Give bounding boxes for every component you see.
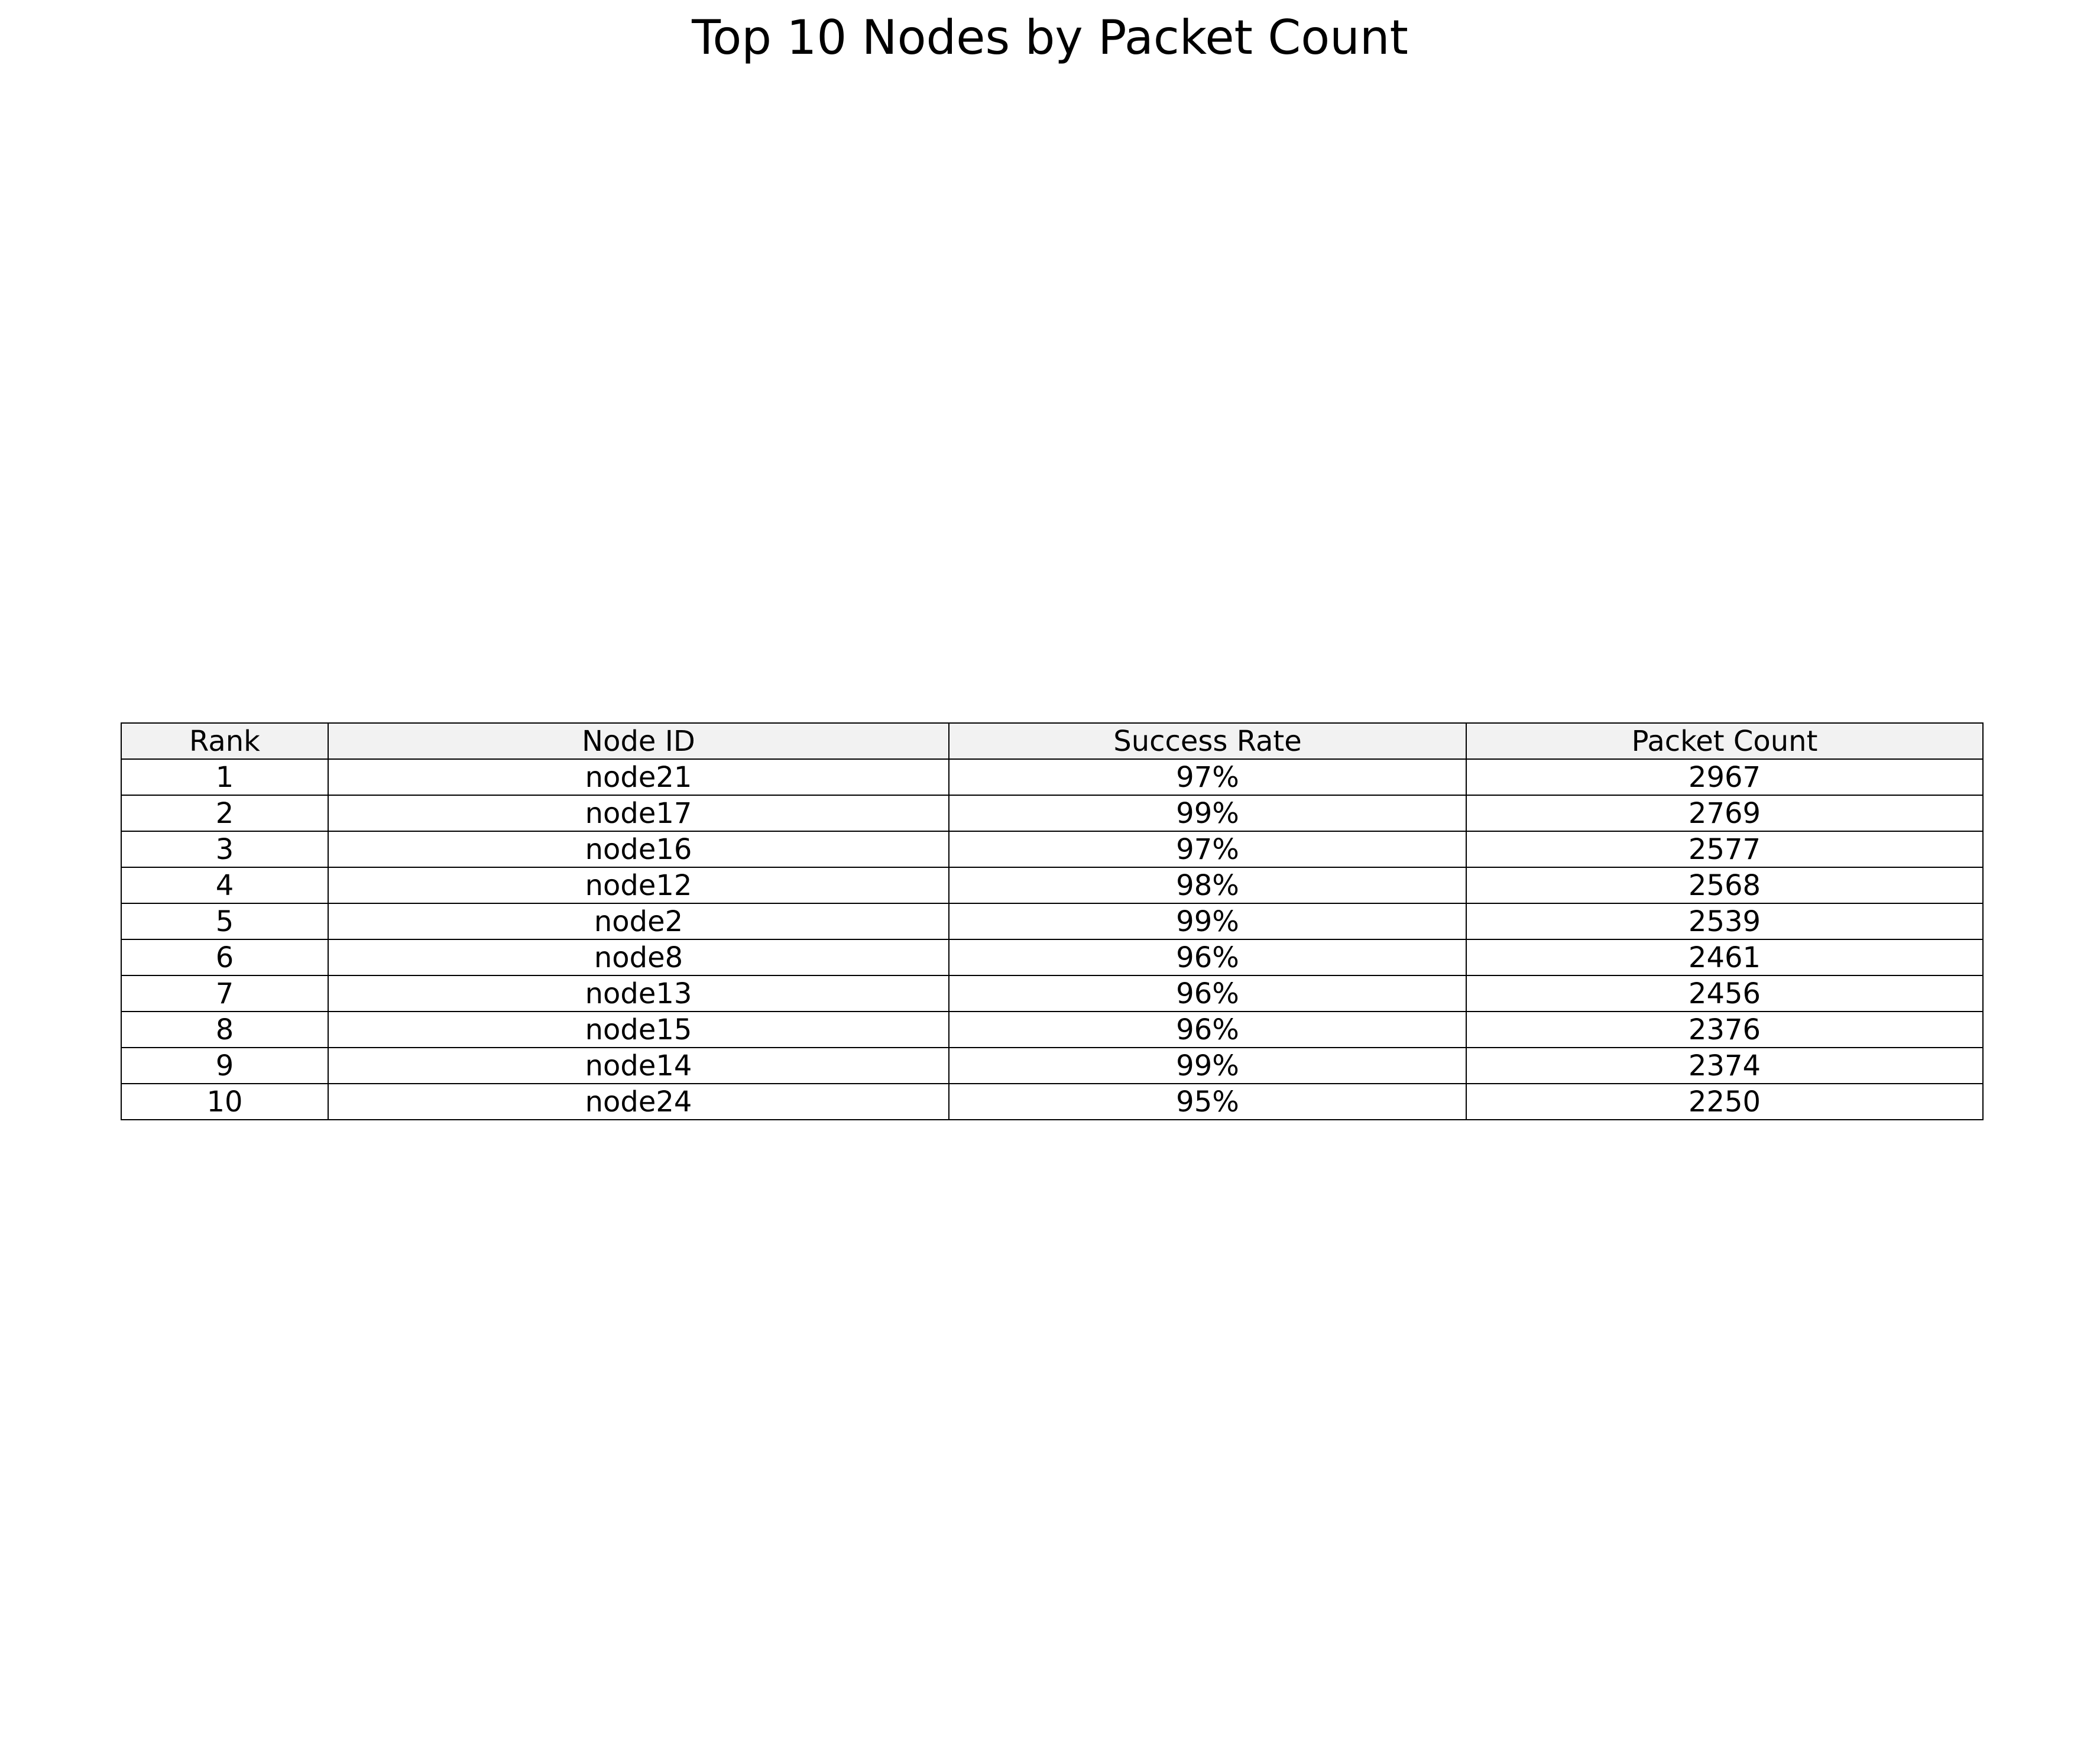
node-id-cell: node15 [328,1011,949,1048]
node-id-cell: node14 [328,1047,949,1084]
rank-cell: 4 [121,867,329,904]
table-row: 10 node24 95% 2250 [121,1083,1984,1120]
success-rate-cell: 95% [948,1083,1467,1120]
success-rate-cell: 99% [948,795,1467,832]
packet-count-cell: 2250 [1466,1083,1984,1120]
success-rate-cell: 97% [948,831,1467,868]
success-rate-cell: 99% [948,1047,1467,1084]
packet-count-cell: 2568 [1466,867,1984,904]
rank-cell: 9 [121,1047,329,1084]
rank-cell: 8 [121,1011,329,1048]
packet-count-cell: 2456 [1466,975,1984,1012]
success-rate-cell: 97% [948,758,1467,796]
table-row: 1 node21 97% 2967 [121,758,1984,796]
table-header-row: Rank Node ID Success Rate Packet Count [121,722,1984,760]
node-id-cell: node16 [328,831,949,868]
success-rate-cell: 96% [948,939,1467,976]
table-row: 4 node12 98% 2568 [121,867,1984,904]
node-id-cell: node12 [328,867,949,904]
rank-cell: 10 [121,1083,329,1120]
rank-cell: 5 [121,903,329,940]
table-body: 1 node21 97% 2967 2 node17 99% 2769 3 node16 97% 25… [121,758,1984,1120]
success-rate-cell: 98% [948,867,1467,904]
node-id-cell: node17 [328,795,949,832]
packet-count-cell: 2539 [1466,903,1984,940]
packet-count-cell: 2967 [1466,758,1984,796]
rank-cell: 7 [121,975,329,1012]
rank-cell: 3 [121,831,329,868]
packet-count-cell: 2769 [1466,795,1984,832]
table-row: 2 node17 99% 2769 [121,795,1984,832]
column-header-success-rate: Success Rate [948,722,1467,760]
node-id-cell: node2 [328,903,949,940]
packet-count-cell: 2374 [1466,1047,1984,1084]
node-id-cell: node13 [328,975,949,1012]
rank-cell: 1 [121,758,329,796]
node-id-cell: node21 [328,758,949,796]
success-rate-cell: 99% [948,903,1467,940]
packet-count-cell: 2376 [1466,1011,1984,1048]
success-rate-cell: 96% [948,975,1467,1012]
node-id-cell: node24 [328,1083,949,1120]
column-header-rank: Rank [121,722,329,760]
success-rate-cell: 96% [948,1011,1467,1048]
rank-cell: 2 [121,795,329,832]
node-id-cell: node8 [328,939,949,976]
table-row: 7 node13 96% 2456 [121,975,1984,1012]
packet-count-cell: 2577 [1466,831,1984,868]
packet-count-cell: 2461 [1466,939,1984,976]
chart-title: Top 10 Nodes by Packet Count [692,10,1408,65]
table-row: 8 node15 96% 2376 [121,1011,1984,1048]
table-row: 9 node14 99% 2374 [121,1047,1984,1084]
nodes-table: Rank Node ID Success Rate Packet Count 1… [121,722,1984,1120]
column-header-node-id: Node ID [328,722,949,760]
column-header-packet-count: Packet Count [1466,722,1984,760]
table-row: 5 node2 99% 2539 [121,903,1984,940]
table-row: 3 node16 97% 2577 [121,831,1984,868]
table-row: 6 node8 96% 2461 [121,939,1984,976]
rank-cell: 6 [121,939,329,976]
